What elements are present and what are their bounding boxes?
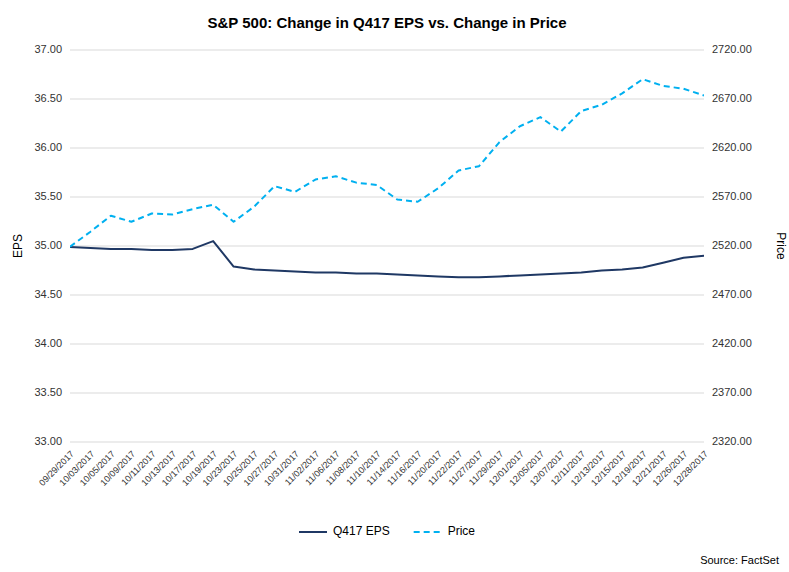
y-tick-label: 34.00 [34, 337, 62, 349]
grid-line [70, 197, 704, 198]
legend: Q417 EPS Price [299, 524, 475, 538]
y2-tick-label: 2670.00 [712, 92, 752, 104]
grid-line [70, 344, 704, 345]
y-tick-label: 37.00 [34, 43, 62, 55]
axes: 33.00 33.50 34.00 34.50 35.00 35.50 36.00 36.50… [34, 43, 751, 488]
y2-axis-label: Price [774, 232, 788, 260]
legend-swatch [299, 531, 327, 533]
grid-line [70, 442, 704, 443]
grid-line [70, 148, 704, 149]
series-line [70, 241, 704, 277]
y2-tick-label: 2370.00 [712, 386, 752, 398]
y2-tick-label: 2470.00 [712, 288, 752, 300]
y2-tick-label: 2720.00 [712, 43, 752, 55]
grid-line [70, 99, 704, 100]
grid-line [70, 50, 704, 51]
y-tick-label: 34.50 [34, 288, 62, 300]
legend-swatch [414, 531, 442, 533]
y2-tick-label: 2620.00 [712, 141, 752, 153]
y2-tick-label: 2320.00 [712, 435, 752, 447]
background [0, 0, 789, 572]
title: S&P 500: Change in Q417 EPS vs. Change i… [207, 14, 566, 31]
series-line [70, 79, 704, 246]
y2-tick-label: 2420.00 [712, 337, 752, 349]
y-axis-label: EPS [11, 234, 25, 258]
y-tick-label: 33.50 [34, 386, 62, 398]
annotation: Source: FactSet [700, 554, 779, 566]
y2-tick-label: 2520.00 [712, 239, 752, 251]
legend-label: Price [448, 524, 476, 538]
legend-item: Q417 EPS [299, 524, 390, 538]
grid-line [70, 295, 704, 296]
y-tick-label: 36.50 [34, 92, 62, 104]
y-tick-label: 35.50 [34, 190, 62, 202]
chart: 33.00 33.50 34.00 34.50 35.00 35.50 36.00 36.50… [0, 0, 789, 572]
y-tick-label: 35.00 [34, 239, 62, 251]
y-tick-label: 33.00 [34, 435, 62, 447]
grid [70, 50, 704, 442]
plot-area [70, 79, 704, 277]
grid-line [70, 393, 704, 394]
y-tick-label: 36.00 [34, 141, 62, 153]
legend-item: Price [414, 524, 476, 538]
legend-label: Q417 EPS [333, 524, 390, 538]
x-tick-label: 12/28/2017 [671, 449, 710, 488]
y2-tick-label: 2570.00 [712, 190, 752, 202]
grid-line [70, 246, 704, 247]
